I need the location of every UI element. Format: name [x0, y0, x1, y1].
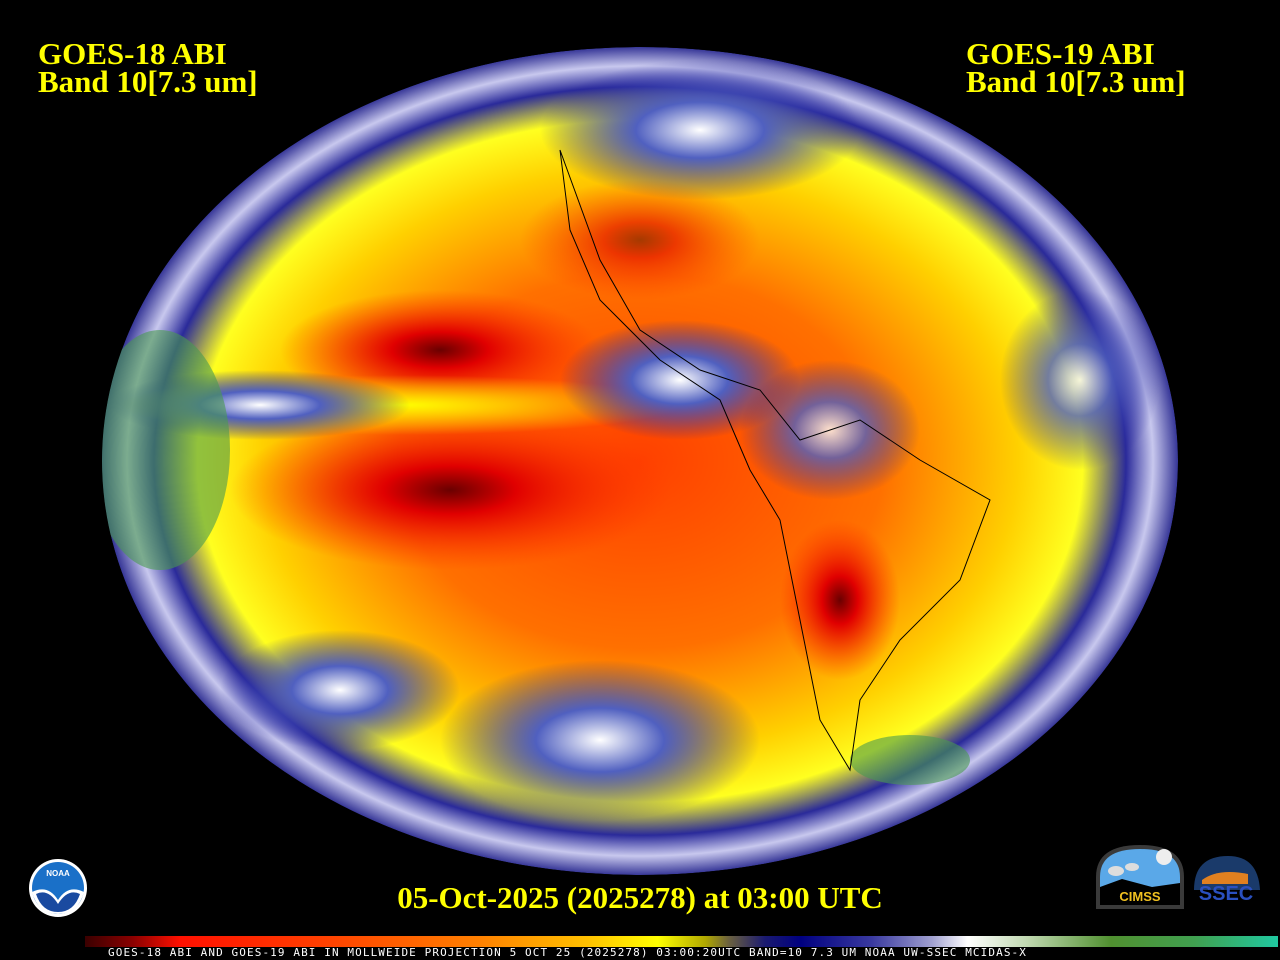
- right-band-label: Band 10[7.3 um]: [966, 64, 1186, 99]
- left-band-label: Band 10[7.3 um]: [38, 64, 258, 99]
- noaa-logo: NOAA: [29, 859, 87, 917]
- right-satellite-title: GOES-19 ABI Band 10[7.3 um]: [966, 36, 1186, 99]
- left-satellite-title: GOES-18 ABI Band 10[7.3 um]: [38, 36, 258, 99]
- svg-text:CIMSS: CIMSS: [1119, 889, 1161, 904]
- right-satellite-name: GOES-19 ABI: [966, 36, 1155, 71]
- ssec-logo: SSEC: [1194, 856, 1260, 905]
- date-time-label: 05-Oct-2025 (2025278) at 03:00 UTC: [397, 880, 883, 915]
- color-scale-bar: [85, 936, 1278, 947]
- svg-text:NOAA: NOAA: [46, 869, 70, 878]
- left-satellite-name: GOES-18 ABI: [38, 36, 227, 71]
- svg-text:SSEC: SSEC: [1199, 883, 1253, 905]
- cimss-logo: CIMSS: [1096, 845, 1184, 909]
- image-caption: GOES-18 ABI AND GOES-19 ABI IN MOLLWEIDE…: [108, 946, 1027, 959]
